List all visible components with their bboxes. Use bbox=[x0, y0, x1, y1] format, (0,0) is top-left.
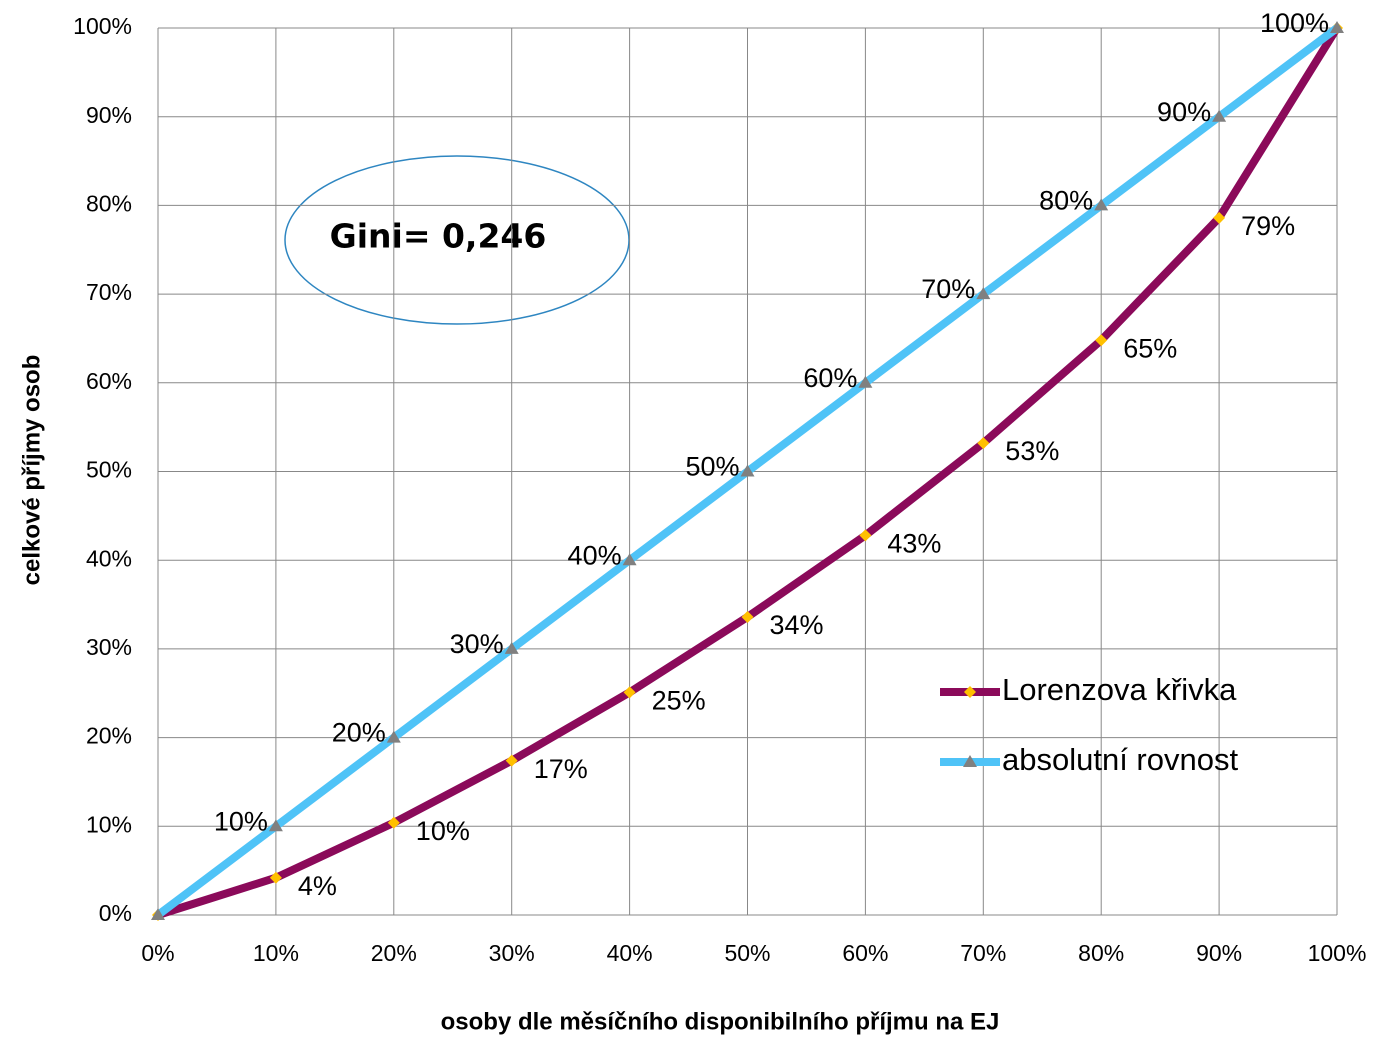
data-label: 90% bbox=[1157, 97, 1211, 127]
marker bbox=[151, 908, 165, 920]
y-tick-label: 20% bbox=[86, 723, 132, 749]
marker bbox=[1213, 211, 1226, 224]
x-tick-label: 90% bbox=[1196, 940, 1242, 966]
y-tick-label: 50% bbox=[86, 457, 132, 483]
marker bbox=[741, 610, 754, 623]
marker bbox=[976, 287, 991, 300]
legend-marker bbox=[964, 686, 976, 698]
data-label: 30% bbox=[450, 629, 504, 659]
data-label: 10% bbox=[416, 816, 470, 846]
marker bbox=[859, 529, 872, 542]
marker bbox=[1094, 198, 1109, 211]
marker bbox=[1095, 334, 1108, 347]
y-axis-label: celkové příjmy osob bbox=[18, 355, 45, 586]
x-tick-label: 20% bbox=[371, 940, 417, 966]
data-label: 4% bbox=[298, 871, 337, 901]
x-tick-label: 10% bbox=[253, 940, 299, 966]
legend-label: absolutní rovnost bbox=[1002, 742, 1238, 777]
x-tick-label: 80% bbox=[1078, 940, 1124, 966]
x-tick-label: 100% bbox=[1308, 940, 1367, 966]
data-label: 65% bbox=[1123, 333, 1177, 363]
annotation-ellipse bbox=[284, 155, 630, 325]
marker bbox=[386, 730, 401, 743]
y-tick-label: 90% bbox=[86, 102, 132, 128]
x-tick-label: 30% bbox=[489, 940, 535, 966]
data-label: 17% bbox=[534, 754, 588, 784]
marker bbox=[268, 819, 283, 832]
data-label: 40% bbox=[568, 540, 622, 570]
data-label: 80% bbox=[1039, 186, 1093, 216]
data-label: 50% bbox=[685, 452, 739, 482]
x-tick-label: 50% bbox=[724, 940, 770, 966]
data-label: 10% bbox=[214, 806, 268, 836]
legend-marker bbox=[963, 755, 977, 767]
data-label: 34% bbox=[770, 610, 824, 640]
marker bbox=[1212, 109, 1227, 122]
data-label: 53% bbox=[1005, 436, 1059, 466]
data-label: 20% bbox=[332, 718, 386, 748]
annotation: Gini= 0,246 bbox=[330, 217, 547, 256]
data-label: 43% bbox=[887, 528, 941, 558]
y-tick-label: 60% bbox=[86, 368, 132, 394]
legend-label: Lorenzova křivka bbox=[1002, 672, 1237, 707]
y-tick-label: 70% bbox=[86, 279, 132, 305]
marker bbox=[1330, 21, 1344, 33]
y-tick-label: 10% bbox=[86, 811, 132, 837]
x-tick-label: 0% bbox=[141, 940, 174, 966]
marker bbox=[387, 816, 400, 829]
x-axis-label: osoby dle měsíčního disponibilního příjm… bbox=[441, 1008, 1000, 1035]
x-tick-label: 40% bbox=[607, 940, 653, 966]
y-tick-label: 100% bbox=[73, 13, 132, 39]
data-label: 60% bbox=[803, 363, 857, 393]
marker bbox=[269, 871, 282, 884]
marker bbox=[740, 464, 755, 477]
data-label: 25% bbox=[652, 685, 706, 715]
marker bbox=[622, 553, 637, 566]
data-label: 100% bbox=[1260, 8, 1329, 38]
data-label: 79% bbox=[1241, 211, 1295, 241]
y-tick-label: 30% bbox=[86, 634, 132, 660]
y-tick-label: 40% bbox=[86, 545, 132, 571]
y-tick-label: 0% bbox=[99, 900, 132, 926]
marker bbox=[623, 686, 636, 699]
x-tick-label: 60% bbox=[842, 940, 888, 966]
y-tick-label: 80% bbox=[86, 190, 132, 216]
marker bbox=[505, 754, 518, 767]
marker bbox=[858, 375, 873, 388]
marker bbox=[504, 641, 519, 654]
marker bbox=[977, 437, 990, 450]
x-tick-label: 70% bbox=[960, 940, 1006, 966]
data-label: 70% bbox=[921, 274, 975, 304]
